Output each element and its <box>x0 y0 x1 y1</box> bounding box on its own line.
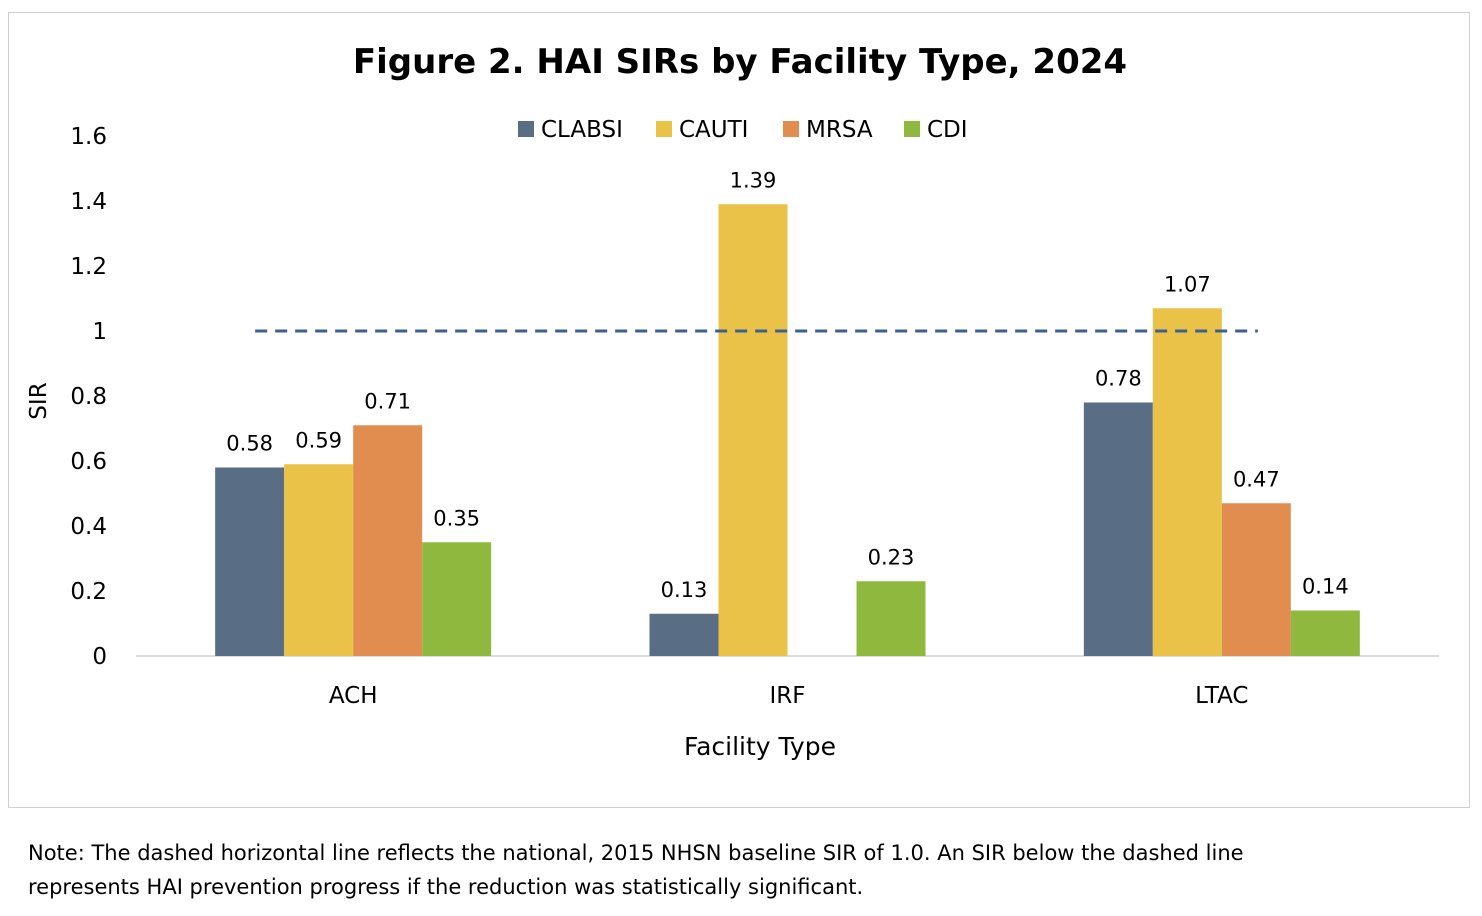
y-tick-label: 0.4 <box>70 514 107 540</box>
bar-clabsi-ach <box>215 467 285 656</box>
data-label-cauti-irf: 1.39 <box>730 168 777 192</box>
bar-clabsi-ltac <box>1083 402 1153 656</box>
y-tick-label: 1 <box>92 319 107 345</box>
data-label-mrsa-ach: 0.71 <box>364 389 411 413</box>
legend-swatch-clabsi <box>518 121 534 137</box>
y-tick-label: 1.4 <box>70 189 107 215</box>
legend-label-cauti: CAUTI <box>679 117 748 143</box>
bar-cdi-ltac <box>1290 610 1360 656</box>
legend-swatch-mrsa <box>783 121 799 137</box>
x-tick-label-ach: ACH <box>329 683 378 709</box>
legend-label-mrsa: MRSA <box>806 117 873 143</box>
x-axis-label: Facility Type <box>684 732 836 761</box>
note-line-2: represents HAI prevention progress if th… <box>28 875 864 899</box>
y-tick-label: 1.2 <box>70 254 107 280</box>
y-tick-label: 1.6 <box>70 124 107 150</box>
legend-swatch-cdi <box>904 121 920 137</box>
data-label-cdi-irf: 0.23 <box>868 545 915 569</box>
x-tick-label-ltac: LTAC <box>1195 683 1248 709</box>
bar-cdi-ach <box>422 542 492 656</box>
bar-chart: Figure 2. HAI SIRs by Facility Type, 202… <box>26 42 1439 761</box>
bar-mrsa-ltac <box>1221 503 1291 656</box>
data-label-cauti-ltac: 1.07 <box>1164 272 1211 296</box>
bar-cauti-irf <box>718 204 788 656</box>
bar-clabsi-irf <box>649 613 719 656</box>
data-label-cdi-ltac: 0.14 <box>1302 575 1349 599</box>
bar-cauti-ltac <box>1152 308 1222 656</box>
bar-cauti-ach <box>284 464 354 656</box>
chart-frame: Figure 2. HAI SIRs by Facility Type, 202… <box>8 12 1470 808</box>
y-tick-label: 0.6 <box>70 449 107 475</box>
y-tick-label: 0.8 <box>70 384 107 410</box>
y-tick-label: 0.2 <box>70 579 107 605</box>
chart-title: Figure 2. HAI SIRs by Facility Type, 202… <box>353 42 1127 82</box>
bar-cdi-irf <box>856 581 926 656</box>
y-tick-label: 0 <box>92 644 107 670</box>
data-label-cdi-ach: 0.35 <box>433 506 480 530</box>
legend-swatch-cauti <box>656 121 672 137</box>
y-axis-label: SIR <box>26 382 52 419</box>
x-tick-label-irf: IRF <box>770 683 806 709</box>
bar-mrsa-ach <box>353 425 423 656</box>
data-label-clabsi-ltac: 0.78 <box>1095 367 1142 391</box>
note-line-1: Note: The dashed horizontal line reflect… <box>28 841 1244 865</box>
data-label-cauti-ach: 0.59 <box>295 428 342 452</box>
data-label-mrsa-ltac: 0.47 <box>1233 467 1280 491</box>
chart-note: Note: The dashed horizontal line reflect… <box>28 836 1448 904</box>
data-label-clabsi-ach: 0.58 <box>226 432 273 456</box>
legend-label-clabsi: CLABSI <box>541 117 623 143</box>
legend-label-cdi: CDI <box>927 117 968 143</box>
data-label-clabsi-irf: 0.13 <box>661 578 708 602</box>
